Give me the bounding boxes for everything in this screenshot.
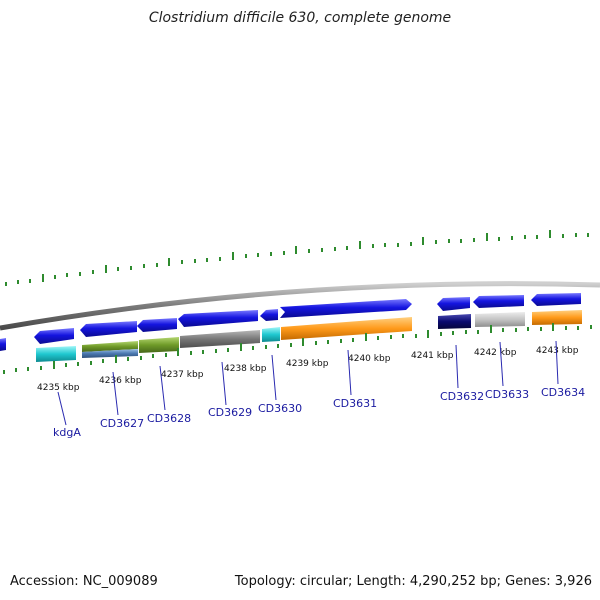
gene-label-kdga: kdgA [53, 426, 81, 439]
gene-label-cd3629: CD3629 [208, 406, 252, 419]
scale-label: 4242 kbp [474, 348, 517, 358]
genome-backbone [0, 281, 600, 331]
map-title: Clostridium difficile 630, complete geno… [148, 10, 452, 26]
gene-arrow [280, 299, 412, 318]
feature-block-orange [532, 310, 582, 325]
gene-labels: kdgA CD3627 CD3628 CD3629 CD3630 CD3631 … [53, 386, 585, 439]
scale-label: 4240 kbp [348, 354, 391, 364]
gene-arrow [531, 293, 581, 306]
outer-tick-row [5, 230, 589, 286]
gene-label-cd3627: CD3627 [100, 417, 144, 430]
feature-block-cyan [36, 346, 76, 362]
gene-arrow [34, 328, 74, 344]
inner-tick-row [3, 323, 592, 374]
gene-arrow [0, 338, 6, 351]
scale-label: 4243 kbp [536, 346, 579, 356]
gene-arrow [178, 310, 258, 327]
feature-block-cyan [262, 327, 280, 342]
scale-label: 4239 kbp [286, 359, 329, 369]
scale-label: 4235 kbp [37, 383, 80, 393]
feature-block-olive [139, 337, 179, 353]
gene-label-cd3628: CD3628 [147, 412, 191, 425]
gene-arrow [80, 321, 137, 337]
feature-block-navy [438, 314, 471, 329]
feature-block-gray [180, 330, 260, 348]
feature-block-steel [82, 349, 138, 358]
scale-label: 4237 kbp [161, 370, 204, 380]
scale-label: 4236 kbp [99, 376, 142, 386]
gene-label-cd3631: CD3631 [333, 397, 377, 410]
gene-label-cd3632: CD3632 [440, 390, 484, 403]
gene-arrow [437, 297, 470, 311]
gene-arrow [260, 309, 278, 321]
accession-text: Accession: NC_009089 [10, 574, 158, 589]
genome-summary-text: Topology: circular; Length: 4,290,252 bp… [234, 574, 592, 589]
gene-arrows-left [0, 293, 581, 351]
feature-block-olive [82, 341, 138, 352]
feature-block-orange [281, 317, 412, 340]
scale-label: 4238 kbp [224, 364, 267, 374]
scale-label: 4241 kbp [411, 351, 454, 361]
gene-leader-lines [57, 340, 559, 426]
gene-arrow [473, 295, 524, 308]
feature-block-light-gray [475, 312, 525, 327]
gene-label-cd3633: CD3633 [485, 388, 529, 401]
scale-labels: 4235 kbp 4236 kbp 4237 kbp 4238 kbp 4239… [37, 346, 579, 393]
gene-arrow [137, 318, 177, 332]
gene-arrows-upper [280, 299, 412, 318]
gene-label-cd3630: CD3630 [258, 402, 302, 415]
gene-label-cd3634: CD3634 [541, 386, 585, 399]
